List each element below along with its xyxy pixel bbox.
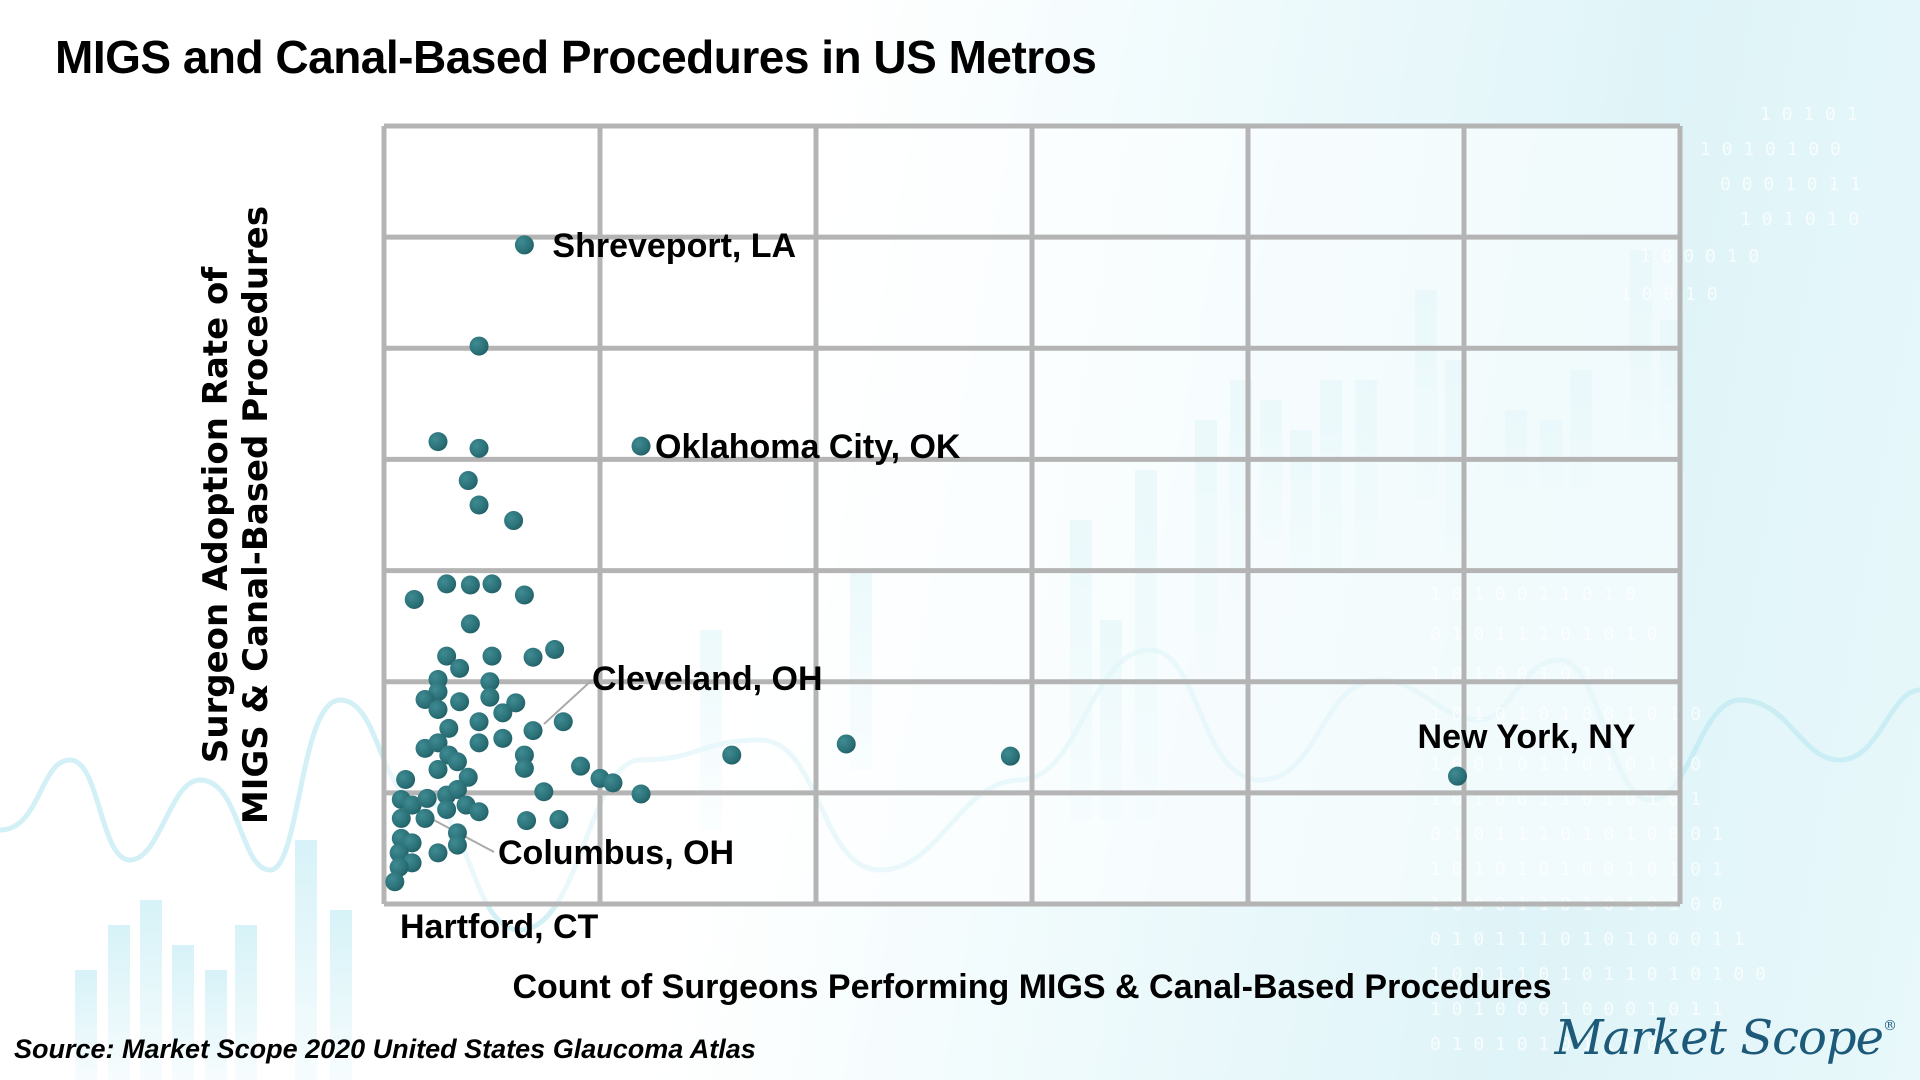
data-point [428,432,448,452]
data-point [396,770,416,790]
data-point [506,693,526,713]
data-point [391,808,411,828]
data-point-hartford-ct [385,872,405,892]
data-point [447,835,467,855]
source-note: Source: Market Scope 2020 United States … [14,1034,756,1064]
data-point [428,700,448,719]
data-point [482,574,502,594]
y-axis-label-line-2: MIGS & Canal-Based Procedures [236,205,276,825]
data-point [603,773,623,793]
data-point-oklahoma-city-ok [631,436,651,456]
data-point [404,589,424,609]
data-point [437,646,457,666]
data-point [450,658,470,678]
data-point [631,784,651,804]
chart-title: MIGS and Canal-Based Procedures in US Me… [55,31,1097,83]
data-point [482,646,502,666]
data-point [437,800,457,820]
data-point [523,647,543,667]
data-point [493,728,513,748]
data-point [514,585,534,605]
data-point [549,810,569,830]
point-label: Shreveport, LA [552,227,796,265]
data-point [722,745,742,765]
data-point [469,802,489,822]
data-point [428,760,448,780]
registered-mark: ® [1883,1018,1897,1034]
data-point [504,511,524,531]
point-labels: Shreveport, LA Oklahoma City, OK Cleveland… [400,227,1636,946]
y-axis-label: Surgeon Adoption Rate of MIGS & Canal-Ba… [196,206,276,824]
data-point [469,438,489,458]
point-label: Columbus, OH [498,834,734,872]
data-point [417,788,437,808]
data-point [447,752,467,772]
leader-line [543,679,593,725]
data-point [493,703,513,723]
data-point [836,734,856,754]
point-label: Cleveland, OH [592,660,823,698]
data-point [469,495,489,515]
data-point [458,767,478,787]
data-point-cleveland-oh [523,721,543,741]
data-point [458,471,478,491]
x-axis-label: Count of Surgeons Performing MIGS & Cana… [512,968,1552,1006]
data-point [450,692,470,712]
data-point [437,574,457,594]
logo-text: Market Scope [1554,1010,1884,1066]
market-scope-logo: Market Scope® [1554,1010,1897,1066]
data-point [517,811,537,831]
data-point [460,614,480,634]
data-point [469,712,489,732]
data-points [385,235,1468,892]
data-point [415,808,435,828]
data-point [553,712,573,732]
data-point [469,733,489,753]
data-point [460,575,480,595]
data-point [389,857,409,877]
data-point-new-york-ny [1448,766,1468,786]
data-point [428,843,448,863]
data-point [480,672,500,692]
point-label: Oklahoma City, OK [655,428,961,466]
data-point [534,782,554,802]
y-axis-label-line-1: Surgeon Adoption Rate of [196,266,236,764]
data-point [571,756,591,776]
point-label: Hartford, CT [400,908,599,946]
gridlines [381,123,1683,907]
data-point [545,639,565,659]
data-point [389,843,409,863]
data-point [415,689,435,709]
data-point [514,758,534,778]
data-point [514,745,534,765]
data-point [439,718,459,738]
data-point [469,336,489,356]
data-point [480,687,500,707]
data-point-shreveport-la [514,235,534,255]
point-label: New York, NY [1418,718,1636,756]
data-point [402,795,422,815]
data-point [447,780,467,800]
data-point [402,833,422,853]
data-point [1000,746,1020,766]
data-point [428,733,448,753]
